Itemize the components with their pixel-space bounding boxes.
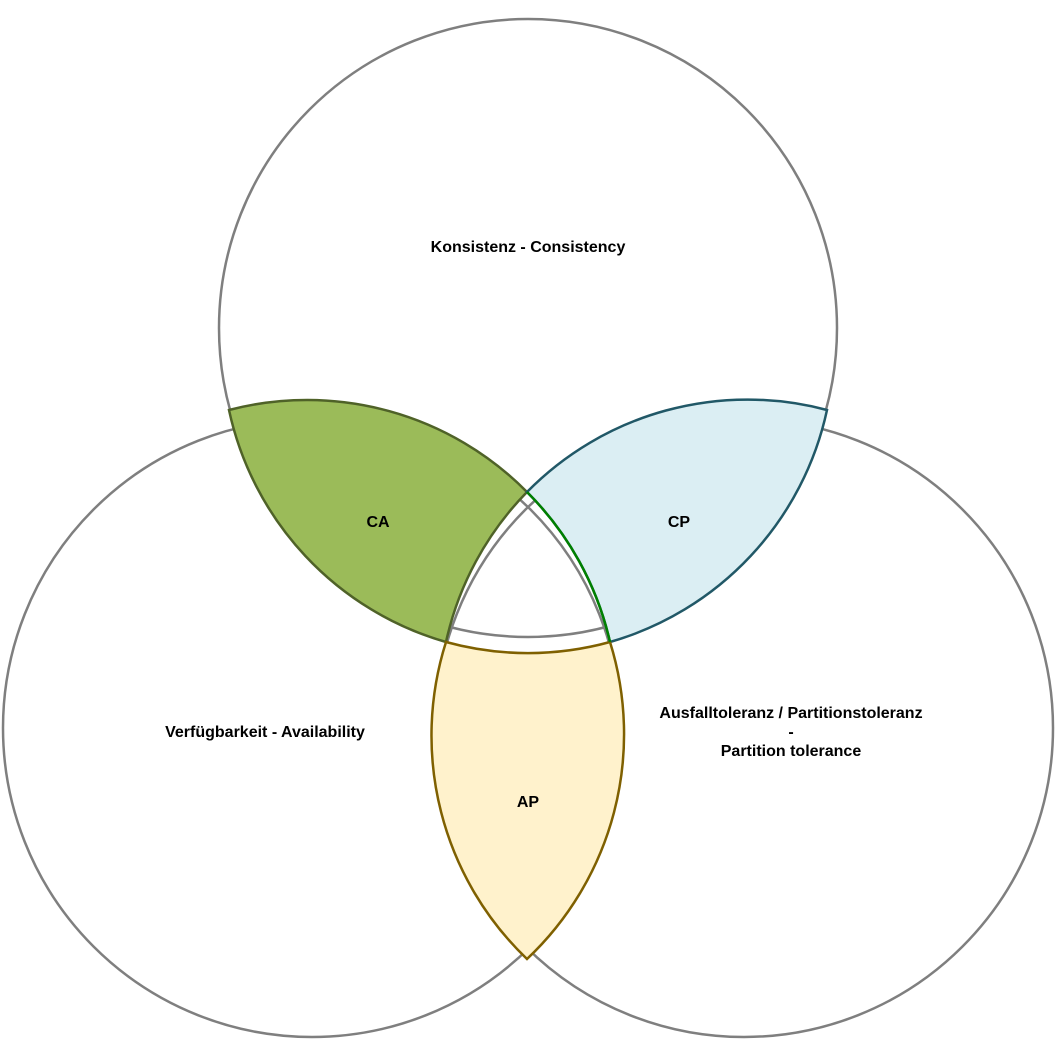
consistency-label: Konsistenz - Consistency	[431, 239, 626, 256]
partition-label-line3: Partition tolerance	[721, 743, 862, 760]
ca-label: CA	[366, 514, 390, 531]
consistency-circle	[217, 17, 839, 639]
ca-region	[227, 398, 529, 644]
partition-label-line1: Ausfalltoleranz / Partitionstoleranz	[659, 705, 922, 722]
availability-label: Verfügbarkeit - Availability	[165, 724, 365, 741]
ap-label: AP	[517, 794, 540, 811]
center-edge-accent	[526, 491, 612, 643]
ap-region	[430, 640, 626, 961]
partition-label-line2: -	[788, 724, 793, 741]
cp-label: CP	[668, 514, 691, 531]
